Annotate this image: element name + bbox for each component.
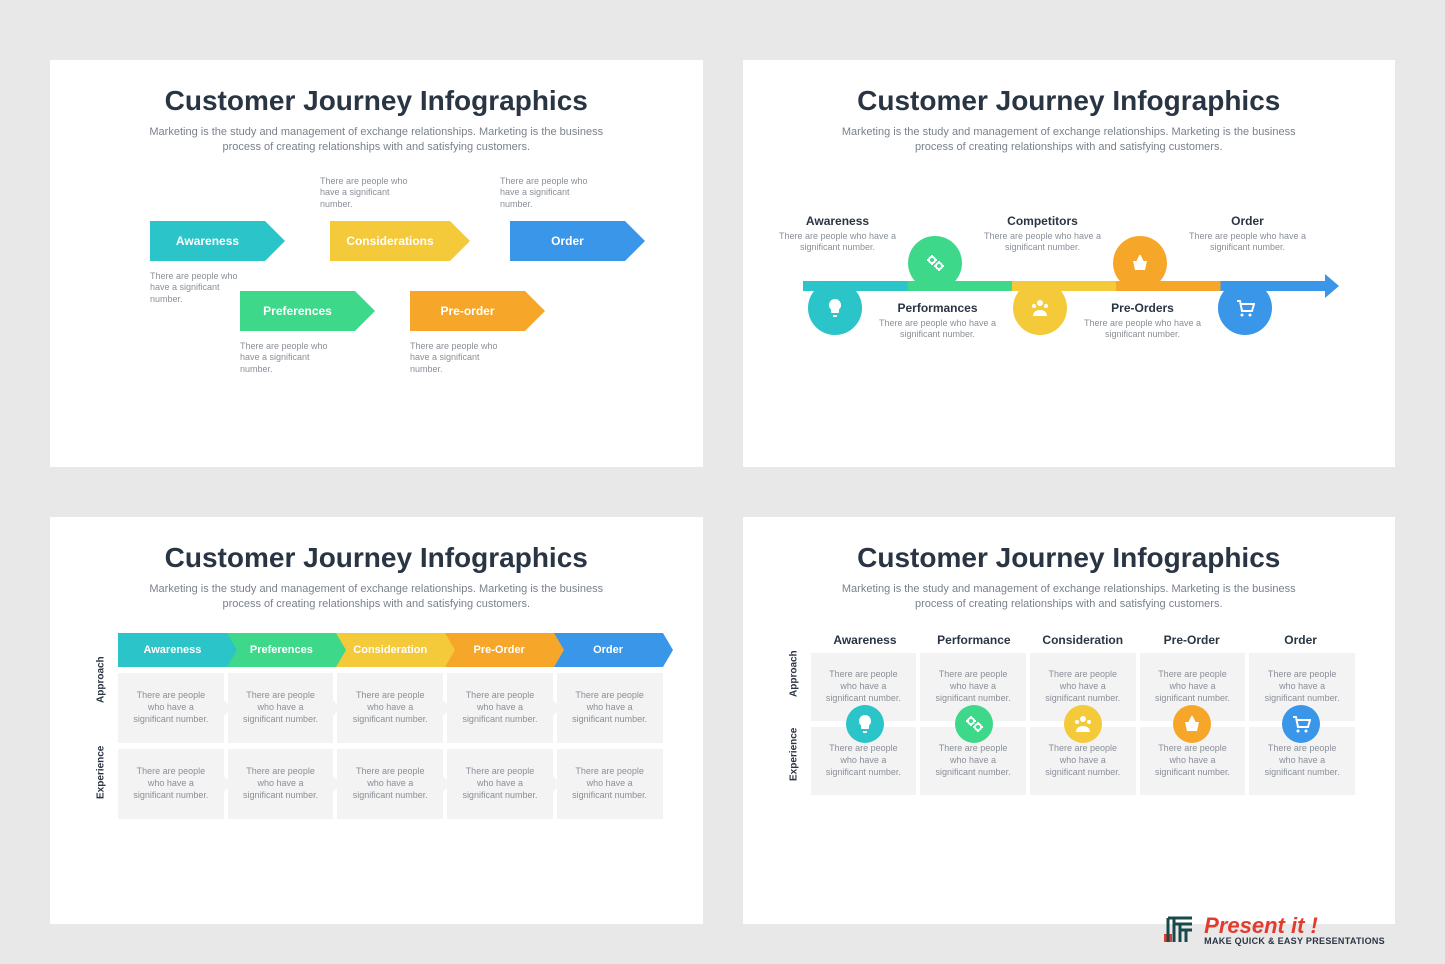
table-cell: There are people who have a significant …	[557, 673, 663, 743]
table-cell: There are people who have a significant …	[1030, 727, 1136, 795]
basket-icon	[1130, 253, 1150, 273]
brand-tagline: MAKE QUICK & EASY PRESENTATIONS	[1204, 937, 1385, 946]
brand-logo-icon	[1162, 914, 1194, 946]
gears-icon	[925, 253, 945, 273]
timeline-node-performances	[908, 236, 962, 290]
timeline: Awareness There are people who have a si…	[783, 186, 1356, 386]
col-preorder: Pre-Order	[445, 633, 554, 667]
table-row: There are people who have a significant …	[118, 673, 663, 743]
panel-subtitle: Marketing is the study and management of…	[839, 125, 1299, 156]
arrow-caption: There are people who have a significant …	[320, 176, 410, 211]
col-consideration: Consideration	[1028, 633, 1137, 653]
arrow-caption: There are people who have a significant …	[500, 176, 590, 211]
table-cell: There are people who have a significant …	[1030, 653, 1136, 721]
table-cell: There are people who have a significant …	[920, 727, 1026, 795]
arrow-preferences: Preferences	[240, 291, 355, 331]
panel-title: Customer Journey Infographics	[783, 85, 1356, 117]
table-cell: There are people who have a significant …	[811, 653, 917, 721]
col-awareness: Awareness	[811, 633, 920, 653]
panel-journey-table: Customer Journey Infographics Marketing …	[50, 517, 703, 924]
table-cell: There are people who have a significant …	[337, 673, 443, 743]
panel-title: Customer Journey Infographics	[90, 85, 663, 117]
table-cell: There are people who have a significant …	[337, 749, 443, 819]
row-labels: Approach Experience	[90, 633, 112, 819]
col-order: Order	[1246, 633, 1355, 653]
timeline-node-preorders	[1113, 236, 1167, 290]
col-consideration: Consideration	[336, 633, 445, 667]
row-label-approach: Approach	[90, 633, 112, 726]
col-performance: Performance	[919, 633, 1028, 653]
panel-timeline: Customer Journey Infographics Marketing …	[743, 60, 1396, 467]
panel-subtitle: Marketing is the study and management of…	[146, 125, 606, 156]
arrow-caption: There are people who have a significant …	[240, 341, 330, 376]
table-cell: There are people who have a significant …	[1249, 653, 1355, 721]
table-cell: There are people who have a significant …	[228, 673, 334, 743]
table-cell: There are people who have a significant …	[447, 749, 553, 819]
panel-journey-icons: Customer Journey Infographics Marketing …	[743, 517, 1396, 924]
table-cell: There are people who have a significant …	[920, 653, 1026, 721]
arrow-caption: There are people who have a significant …	[410, 341, 500, 376]
panel-arrows: Customer Journey Infographics Marketing …	[50, 60, 703, 467]
row-labels: Approach Experience	[783, 633, 805, 795]
brand-name: Present it !	[1204, 915, 1385, 937]
timeline-label-order: Order There are people who have a signif…	[1183, 214, 1313, 254]
table-cell: There are people who have a significant …	[1140, 653, 1246, 721]
panel-subtitle: Marketing is the study and management of…	[146, 582, 606, 613]
arrow-order: Order	[510, 221, 625, 261]
table-header: Awareness Preferences Consideration Pre-…	[118, 633, 663, 667]
bulb-icon	[825, 298, 845, 318]
cart-icon	[1235, 298, 1255, 318]
table-cell: There are people who have a significant …	[118, 749, 224, 819]
arrow-flow: Awareness There are people who have a si…	[90, 176, 663, 396]
table-cell: There are people who have a significant …	[811, 727, 917, 795]
journey-table: Approach Experience Awareness Preference…	[90, 633, 663, 819]
table-cell: There are people who have a significant …	[1140, 727, 1246, 795]
people-icon	[1030, 298, 1050, 318]
table-header: Awareness Performance Consideration Pre-…	[811, 633, 1356, 653]
timeline-label-preorders: Pre-Orders There are people who have a s…	[1078, 301, 1208, 341]
panel-title: Customer Journey Infographics	[783, 542, 1356, 574]
arrow-considerations: Considerations	[330, 221, 450, 261]
timeline-label-competitors: Competitors There are people who have a …	[978, 214, 1108, 254]
journey-icons-table: Approach Experience Awareness Performanc…	[783, 633, 1356, 795]
brand-footer: Present it ! MAKE QUICK & EASY PRESENTAT…	[1162, 914, 1385, 946]
row-label-experience: Experience	[90, 726, 112, 819]
timeline-label-awareness: Awareness There are people who have a si…	[773, 214, 903, 254]
timeline-node-competitors	[1013, 281, 1067, 335]
arrow-caption: There are people who have a significant …	[150, 271, 240, 306]
table-cell: There are people who have a significant …	[118, 673, 224, 743]
timeline-label-performances: Performances There are people who have a…	[873, 301, 1003, 341]
timeline-node-awareness	[808, 281, 862, 335]
table-cell: There are people who have a significant …	[557, 749, 663, 819]
col-awareness: Awareness	[118, 633, 227, 667]
timeline-node-order	[1218, 281, 1272, 335]
arrow-preorder: Pre-order	[410, 291, 525, 331]
table-cell: There are people who have a significant …	[228, 749, 334, 819]
panel-title: Customer Journey Infographics	[90, 542, 663, 574]
row-label-approach: Approach	[783, 633, 805, 714]
col-preorder: Pre-Order	[1137, 633, 1246, 653]
table-cell: There are people who have a significant …	[447, 673, 553, 743]
arrow-awareness: Awareness	[150, 221, 265, 261]
table-row: There are people who have a significant …	[811, 727, 1356, 795]
table-row: There are people who have a significant …	[118, 749, 663, 819]
col-preferences: Preferences	[227, 633, 336, 667]
col-order: Order	[554, 633, 663, 667]
table-row: There are people who have a significant …	[811, 653, 1356, 721]
panel-subtitle: Marketing is the study and management of…	[839, 582, 1299, 613]
row-label-experience: Experience	[783, 714, 805, 795]
table-cell: There are people who have a significant …	[1249, 727, 1355, 795]
